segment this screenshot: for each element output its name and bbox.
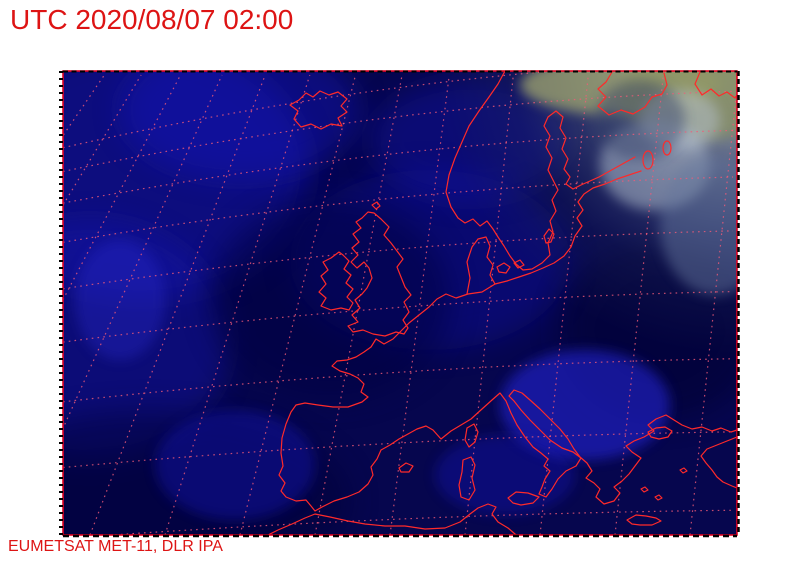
coastline-aegean-island-3 <box>679 467 688 474</box>
coastline-danish-island-1 <box>496 262 511 274</box>
coastline-marmara <box>647 426 673 440</box>
coastline-great-britain <box>347 211 412 337</box>
coastline-kola-northeast <box>694 71 737 99</box>
coastline-continent-west-med-balkans <box>278 283 737 512</box>
footer-credit: EUMETSAT MET-11, DLR IPA <box>8 538 223 555</box>
coastline-jutland <box>466 236 496 295</box>
coastline-iceland <box>289 90 348 130</box>
utc-timestamp-title: UTC 2020/08/07 02:00 <box>10 4 294 35</box>
coastline-white-sea-kola <box>597 71 668 116</box>
coastline-ireland <box>318 251 354 311</box>
coastline-corsica <box>464 423 479 448</box>
coastline-sardinia <box>458 456 476 501</box>
coastline-mallorca <box>398 462 414 473</box>
coastline-aegean-island-2 <box>654 494 663 501</box>
coastline-turkey-west <box>700 436 737 489</box>
coastline-baltic-coast <box>494 170 642 285</box>
coastline-orkney <box>371 201 381 210</box>
coastline-crete <box>626 514 662 526</box>
coastline-aegean-island-1 <box>640 486 649 493</box>
coastline-gotland <box>543 228 555 244</box>
coastline-scandinavia <box>445 71 636 271</box>
coastline-sicily <box>507 491 540 506</box>
coastline-north-africa <box>266 503 518 535</box>
coastline-danish-island-2 <box>513 259 525 269</box>
